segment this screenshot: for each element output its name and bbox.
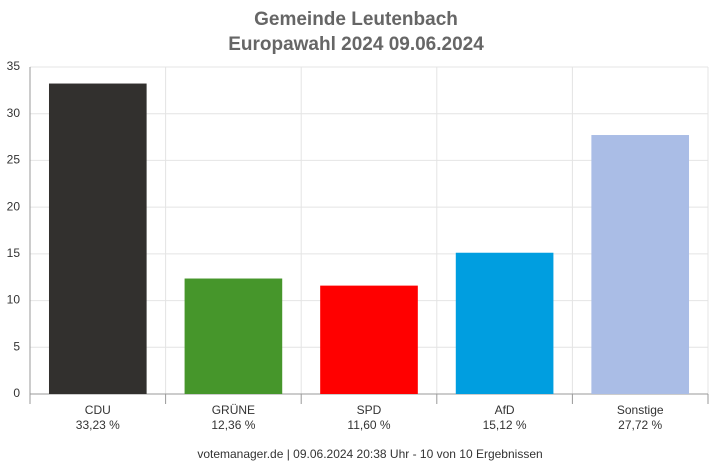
x-tick-label: AfD <box>495 403 515 417</box>
chart-title: Gemeinde Leutenbach <box>254 9 458 30</box>
bar <box>48 83 147 394</box>
y-tick-label: 10 <box>7 293 21 307</box>
value-label: 12,36 % <box>211 418 255 432</box>
x-tick-label: Sonstige <box>617 403 664 417</box>
value-label: 15,12 % <box>483 418 527 432</box>
value-label: 11,60 % <box>347 418 390 432</box>
x-tick-label: GRÜNE <box>212 403 255 417</box>
value-label: 27,72 % <box>618 418 662 432</box>
bar <box>591 135 690 395</box>
footer: votemanager.de | 09.06.2024 20:38 Uhr - … <box>197 447 542 461</box>
bar <box>184 278 283 394</box>
x-tick-label: SPD <box>357 403 382 417</box>
y-tick-label: 0 <box>13 386 20 400</box>
chart-subtitle: Europawahl 2024 09.06.2024 <box>228 34 484 55</box>
bar <box>320 285 418 394</box>
y-tick-label: 30 <box>7 106 21 120</box>
value-label: 33,23 % <box>76 418 120 432</box>
y-tick-label: 5 <box>13 339 20 353</box>
x-tick-label: CDU <box>85 403 111 417</box>
y-tick-label: 35 <box>7 59 21 73</box>
bar <box>455 252 554 394</box>
y-tick-label: 15 <box>7 246 21 260</box>
y-tick-label: 20 <box>7 199 21 213</box>
y-tick-label: 25 <box>7 153 21 167</box>
